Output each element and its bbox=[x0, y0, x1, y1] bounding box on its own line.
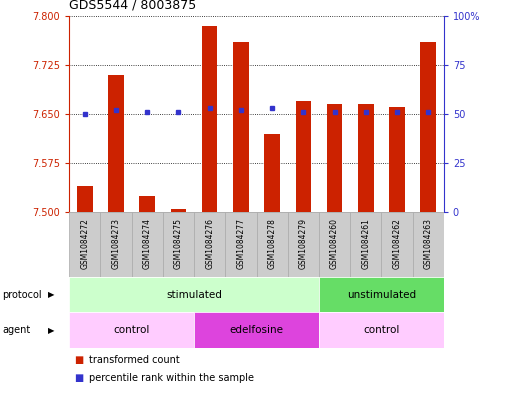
Bar bbox=[319, 212, 350, 277]
Text: control: control bbox=[363, 325, 400, 335]
Bar bbox=[194, 312, 319, 348]
Text: GSM1084274: GSM1084274 bbox=[143, 218, 152, 269]
Bar bbox=[108, 75, 124, 212]
Bar bbox=[233, 42, 249, 212]
Bar bbox=[256, 212, 288, 277]
Bar bbox=[69, 212, 101, 277]
Text: edelfosine: edelfosine bbox=[229, 325, 284, 335]
Bar bbox=[381, 212, 412, 277]
Bar bbox=[101, 212, 132, 277]
Bar bbox=[319, 277, 444, 312]
Text: GSM1084262: GSM1084262 bbox=[392, 218, 402, 269]
Bar bbox=[171, 209, 186, 212]
Text: agent: agent bbox=[3, 325, 31, 335]
Bar bbox=[350, 212, 381, 277]
Bar bbox=[140, 196, 155, 212]
Bar bbox=[194, 212, 225, 277]
Text: ■: ■ bbox=[74, 373, 84, 383]
Text: GSM1084260: GSM1084260 bbox=[330, 218, 339, 269]
Bar bbox=[288, 212, 319, 277]
Bar bbox=[420, 42, 436, 212]
Bar bbox=[69, 277, 319, 312]
Text: stimulated: stimulated bbox=[166, 290, 222, 300]
Text: GSM1084279: GSM1084279 bbox=[299, 218, 308, 269]
Bar bbox=[132, 212, 163, 277]
Text: GSM1084272: GSM1084272 bbox=[81, 218, 89, 269]
Bar bbox=[358, 104, 373, 212]
Bar bbox=[77, 186, 93, 212]
Text: GSM1084263: GSM1084263 bbox=[424, 218, 432, 269]
Text: GDS5544 / 8003875: GDS5544 / 8003875 bbox=[69, 0, 196, 12]
Text: GSM1084276: GSM1084276 bbox=[205, 218, 214, 269]
Bar bbox=[69, 312, 194, 348]
Bar bbox=[412, 212, 444, 277]
Bar bbox=[389, 107, 405, 212]
Bar bbox=[202, 26, 218, 212]
Bar bbox=[319, 312, 444, 348]
Text: protocol: protocol bbox=[3, 290, 42, 300]
Text: GSM1084278: GSM1084278 bbox=[268, 218, 277, 269]
Bar bbox=[327, 104, 342, 212]
Bar bbox=[163, 212, 194, 277]
Text: GSM1084277: GSM1084277 bbox=[236, 218, 245, 269]
Text: ▶: ▶ bbox=[48, 326, 54, 334]
Text: GSM1084275: GSM1084275 bbox=[174, 218, 183, 269]
Bar bbox=[264, 134, 280, 212]
Text: GSM1084261: GSM1084261 bbox=[361, 218, 370, 269]
Text: GSM1084273: GSM1084273 bbox=[111, 218, 121, 269]
Bar bbox=[295, 101, 311, 212]
Text: unstimulated: unstimulated bbox=[347, 290, 416, 300]
Text: control: control bbox=[113, 325, 150, 335]
Bar bbox=[225, 212, 256, 277]
Text: ▶: ▶ bbox=[48, 290, 54, 299]
Text: ■: ■ bbox=[74, 354, 84, 365]
Text: transformed count: transformed count bbox=[89, 354, 180, 365]
Text: percentile rank within the sample: percentile rank within the sample bbox=[89, 373, 254, 383]
